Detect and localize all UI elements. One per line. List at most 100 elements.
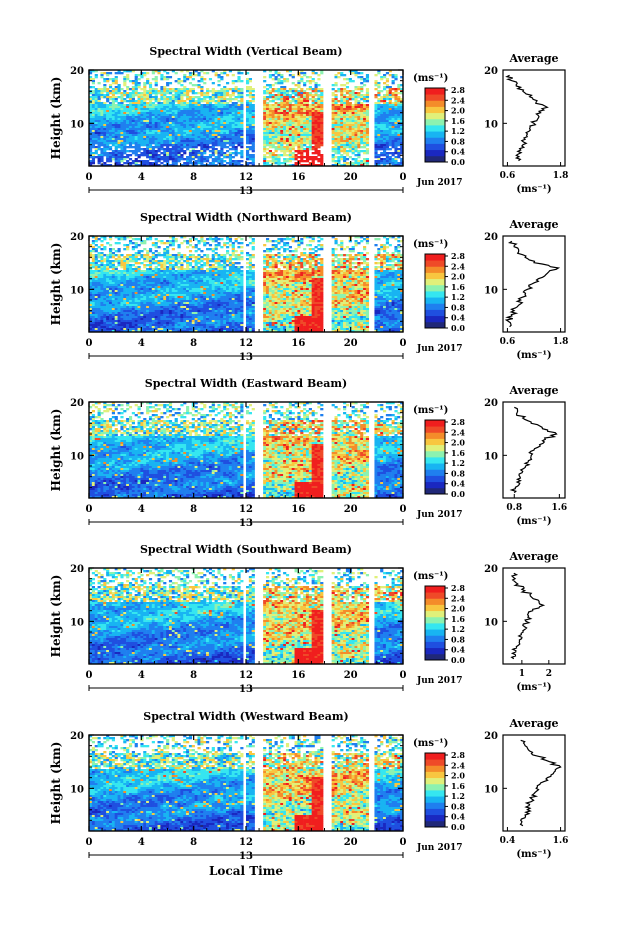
colorbar-tick-label: 0.0 <box>451 822 465 832</box>
average-frame <box>502 69 566 167</box>
x-tick-label: 8 <box>190 172 197 183</box>
colorbar-tick-label: 2.0 <box>451 272 465 282</box>
colorbar-segment <box>425 137 445 144</box>
colorbar-unit: (ms⁻¹) <box>413 73 448 84</box>
colorbar-tick-label: 2.8 <box>451 85 465 95</box>
colorbar-unit: (ms⁻¹) <box>413 405 448 416</box>
colorbar-segment <box>425 272 445 280</box>
colorbar-segment <box>425 598 445 605</box>
colorbar-segment <box>425 783 445 791</box>
average-title: Average <box>508 550 558 563</box>
colorbar-segment <box>425 100 445 107</box>
colorbar-tick-label: 2.4 <box>451 261 465 271</box>
y-tick-label: 10 <box>70 784 84 795</box>
average-x-tick-label: 1 <box>519 669 525 679</box>
x-tick-label: 12 <box>239 172 253 183</box>
x-tick-label: 12 <box>239 837 253 848</box>
colorbar-frame <box>424 752 446 828</box>
colorbar-segment <box>425 291 445 298</box>
x-tick-label: 0 <box>400 670 407 681</box>
colorbar-tick-label: 0.4 <box>451 147 465 157</box>
colorbar-segment <box>425 790 445 797</box>
colorbar-segment <box>425 820 445 828</box>
x-tick-label: 20 <box>344 172 358 183</box>
colorbar-segment <box>425 586 445 593</box>
colorbar-tick-label: 2.0 <box>451 771 465 781</box>
colorbar-tick-label: 0.4 <box>451 313 465 323</box>
heatmap-cells <box>89 70 403 166</box>
x-tick-label: 20 <box>344 338 358 349</box>
average-profile-line <box>504 240 561 328</box>
average-frame <box>502 401 566 499</box>
average-x-tick-label: 1.6 <box>553 836 569 846</box>
average-profile-line <box>510 572 546 660</box>
colorbar-segment <box>425 143 445 151</box>
x-tick-label: 8 <box>190 504 197 515</box>
average-profile-line <box>509 406 558 494</box>
colorbar-tick-label: 0.4 <box>451 645 465 655</box>
x-tick-label: 16 <box>291 504 305 515</box>
colorbar-tick-label: 2.0 <box>451 438 465 448</box>
chart-panel-3: Spectral Width (Southward Beam)2010Heigh… <box>49 543 566 695</box>
average-frame <box>502 235 566 333</box>
y-axis-label: Height (km) <box>49 77 63 160</box>
colorbar-tick-label: 2.8 <box>451 750 465 760</box>
y-tick-label: 20 <box>70 66 84 77</box>
average-x-tick-label: 2 <box>546 669 552 679</box>
colorbar-segment <box>425 438 445 446</box>
colorbar-segment <box>425 463 445 470</box>
date-marker: 13 <box>239 684 253 695</box>
colorbar-tick-label: 1.2 <box>451 791 465 801</box>
average-title: Average <box>508 52 558 65</box>
colorbar-segment <box>425 604 445 612</box>
x-tick-label: 0 <box>86 670 93 681</box>
panel-title: Spectral Width (Vertical Beam) <box>149 45 342 58</box>
colorbar-segment <box>425 610 445 618</box>
x-tick-label: 0 <box>86 504 93 515</box>
colorbar-segment <box>425 481 445 489</box>
colorbar-tick-label: 2.4 <box>451 427 465 437</box>
average-y-tick-label: 10 <box>484 784 498 795</box>
heatmap-cells <box>89 402 403 498</box>
average-title: Average <box>508 384 558 397</box>
average-x-tick-label: 0.4 <box>500 836 516 846</box>
y-axis-label: Height (km) <box>49 409 63 492</box>
y-axis-label: Height (km) <box>49 243 63 326</box>
date-label: Jun 2017 <box>416 510 463 520</box>
average-x-tick-label: 0.8 <box>506 503 522 513</box>
colorbar-tick-label: 0.0 <box>451 157 465 167</box>
colorbar-segment <box>425 426 445 433</box>
average-profile-line <box>519 739 562 827</box>
colorbar-segment <box>425 777 445 785</box>
colorbar-tick-label: 2.4 <box>451 760 465 770</box>
colorbar-tick-label: 1.6 <box>451 781 465 791</box>
colorbar-frame <box>424 253 446 329</box>
colorbar-unit: (ms⁻¹) <box>413 738 448 749</box>
colorbar-tick-label: 1.6 <box>451 116 465 126</box>
heatmap-cells <box>89 735 403 831</box>
colorbar-tick-label: 0.8 <box>451 634 465 644</box>
x-tick-label: 16 <box>291 670 305 681</box>
colorbar-tick-label: 0.4 <box>451 479 465 489</box>
date-label: Jun 2017 <box>416 676 463 686</box>
colorbar-segment <box>425 759 445 766</box>
average-title: Average <box>508 218 558 231</box>
colorbar-segment <box>425 457 445 464</box>
average-profile-line <box>505 74 549 162</box>
colorbar-segment <box>425 303 445 310</box>
colorbar-segment <box>425 765 445 772</box>
colorbar-segment <box>425 796 445 803</box>
colorbar-tick-label: 0.0 <box>451 489 465 499</box>
average-y-tick-label: 10 <box>484 119 498 130</box>
average-y-tick-label: 10 <box>484 285 498 296</box>
average-y-tick-label: 20 <box>484 66 498 77</box>
average-x-tick-label: 0.6 <box>500 337 516 347</box>
colorbar-segment <box>425 629 445 636</box>
colorbar-segment <box>425 278 445 286</box>
average-y-tick-label: 20 <box>484 232 498 243</box>
panel-title: Spectral Width (Northward Beam) <box>140 211 352 224</box>
panel-title: Spectral Width (Southward Beam) <box>140 543 352 556</box>
x-tick-label: 20 <box>344 670 358 681</box>
average-x-tick-label: 1.8 <box>553 337 569 347</box>
colorbar-tick-label: 0.0 <box>451 323 465 333</box>
